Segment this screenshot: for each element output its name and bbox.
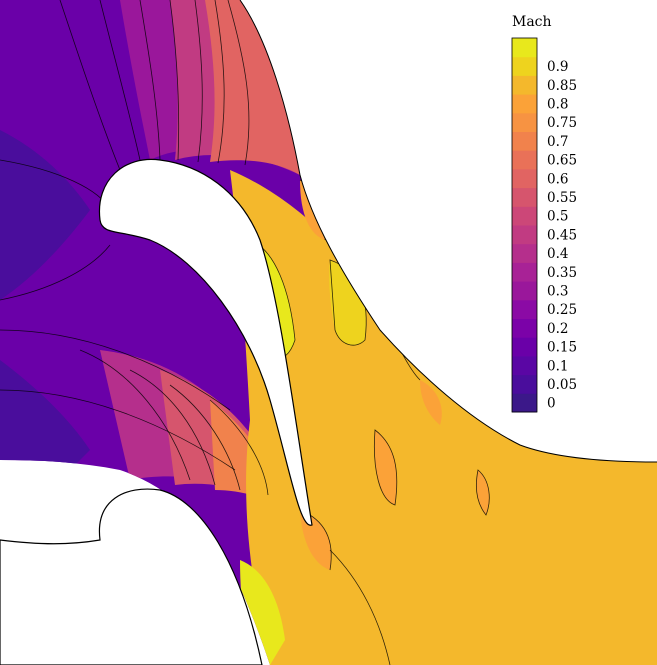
colorbar-swatch: [512, 225, 537, 245]
field-band-low: [0, 130, 90, 300]
colorbar-tick-label: 0.45: [547, 227, 577, 243]
colorbar-swatch: [512, 38, 537, 58]
field-band-wake-2: [300, 510, 332, 570]
colorbar-tick-label: 0.65: [547, 153, 577, 169]
colorbar-title: Mach: [512, 14, 552, 30]
colorbar-tick-label: 0: [547, 396, 556, 412]
upper-blade: [98, 158, 313, 526]
colorbar-tick-label: 0.3: [547, 283, 568, 299]
colorbar-swatch: [512, 94, 537, 114]
colorbar-swatch: [512, 299, 537, 319]
colorbar-swatch: [512, 393, 537, 413]
colorbar-tick-label: 0.9: [547, 59, 568, 75]
colorbar-tick-label: 0.05: [547, 377, 577, 393]
colorbar-swatch: [512, 243, 537, 263]
colorbar-swatch: [512, 355, 537, 376]
colorbar-swatch: [512, 150, 537, 170]
colorbar-tick-label: 0.35: [547, 265, 577, 281]
colorbar-legend: Mach 0.9 0.85 0.8 0.75 0.7 0.65 0.6 0.55 0.5 0.45…: [511, 14, 577, 413]
colorbar-tick-label: 0.4: [547, 246, 568, 262]
field-band-accel-3: [205, 0, 300, 175]
colorbar-tick-label: 0.2: [547, 321, 568, 337]
colorbar-swatches: [511, 37, 538, 413]
colorbar-tick-label: 0.7: [547, 134, 568, 150]
colorbar-tick-label: 0.6: [547, 171, 568, 187]
colorbar-swatch: [512, 112, 537, 132]
colorbar-tick-label: 0.55: [547, 190, 577, 206]
colorbar-tick-label: 0.85: [547, 78, 577, 94]
colorbar-swatch: [512, 131, 537, 151]
colorbar-swatch: [512, 281, 537, 301]
colorbar-swatch: [512, 168, 537, 189]
colorbar-tick-label: 0.25: [547, 302, 577, 318]
colorbar-swatch: [512, 56, 537, 76]
field-band-wake-5: [420, 380, 442, 425]
domain-boundary: [239, 0, 657, 463]
lower-blade: [0, 488, 263, 665]
colorbar-swatch: [512, 337, 537, 357]
colorbar-swatch: [512, 75, 537, 95]
colorbar-tick-label: 0.15: [547, 340, 577, 356]
colorbar-tick-label: 0.8: [547, 96, 568, 112]
colorbar-swatch: [512, 206, 537, 226]
colorbar-swatch: [512, 262, 537, 282]
colorbar-tick-label: 0.5: [547, 209, 568, 225]
colorbar-tick-labels: 0.9 0.85 0.8 0.75 0.7 0.65 0.6 0.55 0.5 0.45 0.4 0.…: [547, 59, 577, 412]
colorbar-tick-label: 0.1: [547, 358, 568, 374]
colorbar-swatch: [512, 374, 537, 394]
field-band-peak-3: [329, 260, 367, 346]
colorbar-frame: [511, 37, 538, 413]
colorbar-tick-label: 0.75: [547, 115, 577, 131]
colorbar-swatch: [512, 318, 537, 338]
colorbar-swatch: [512, 187, 537, 207]
